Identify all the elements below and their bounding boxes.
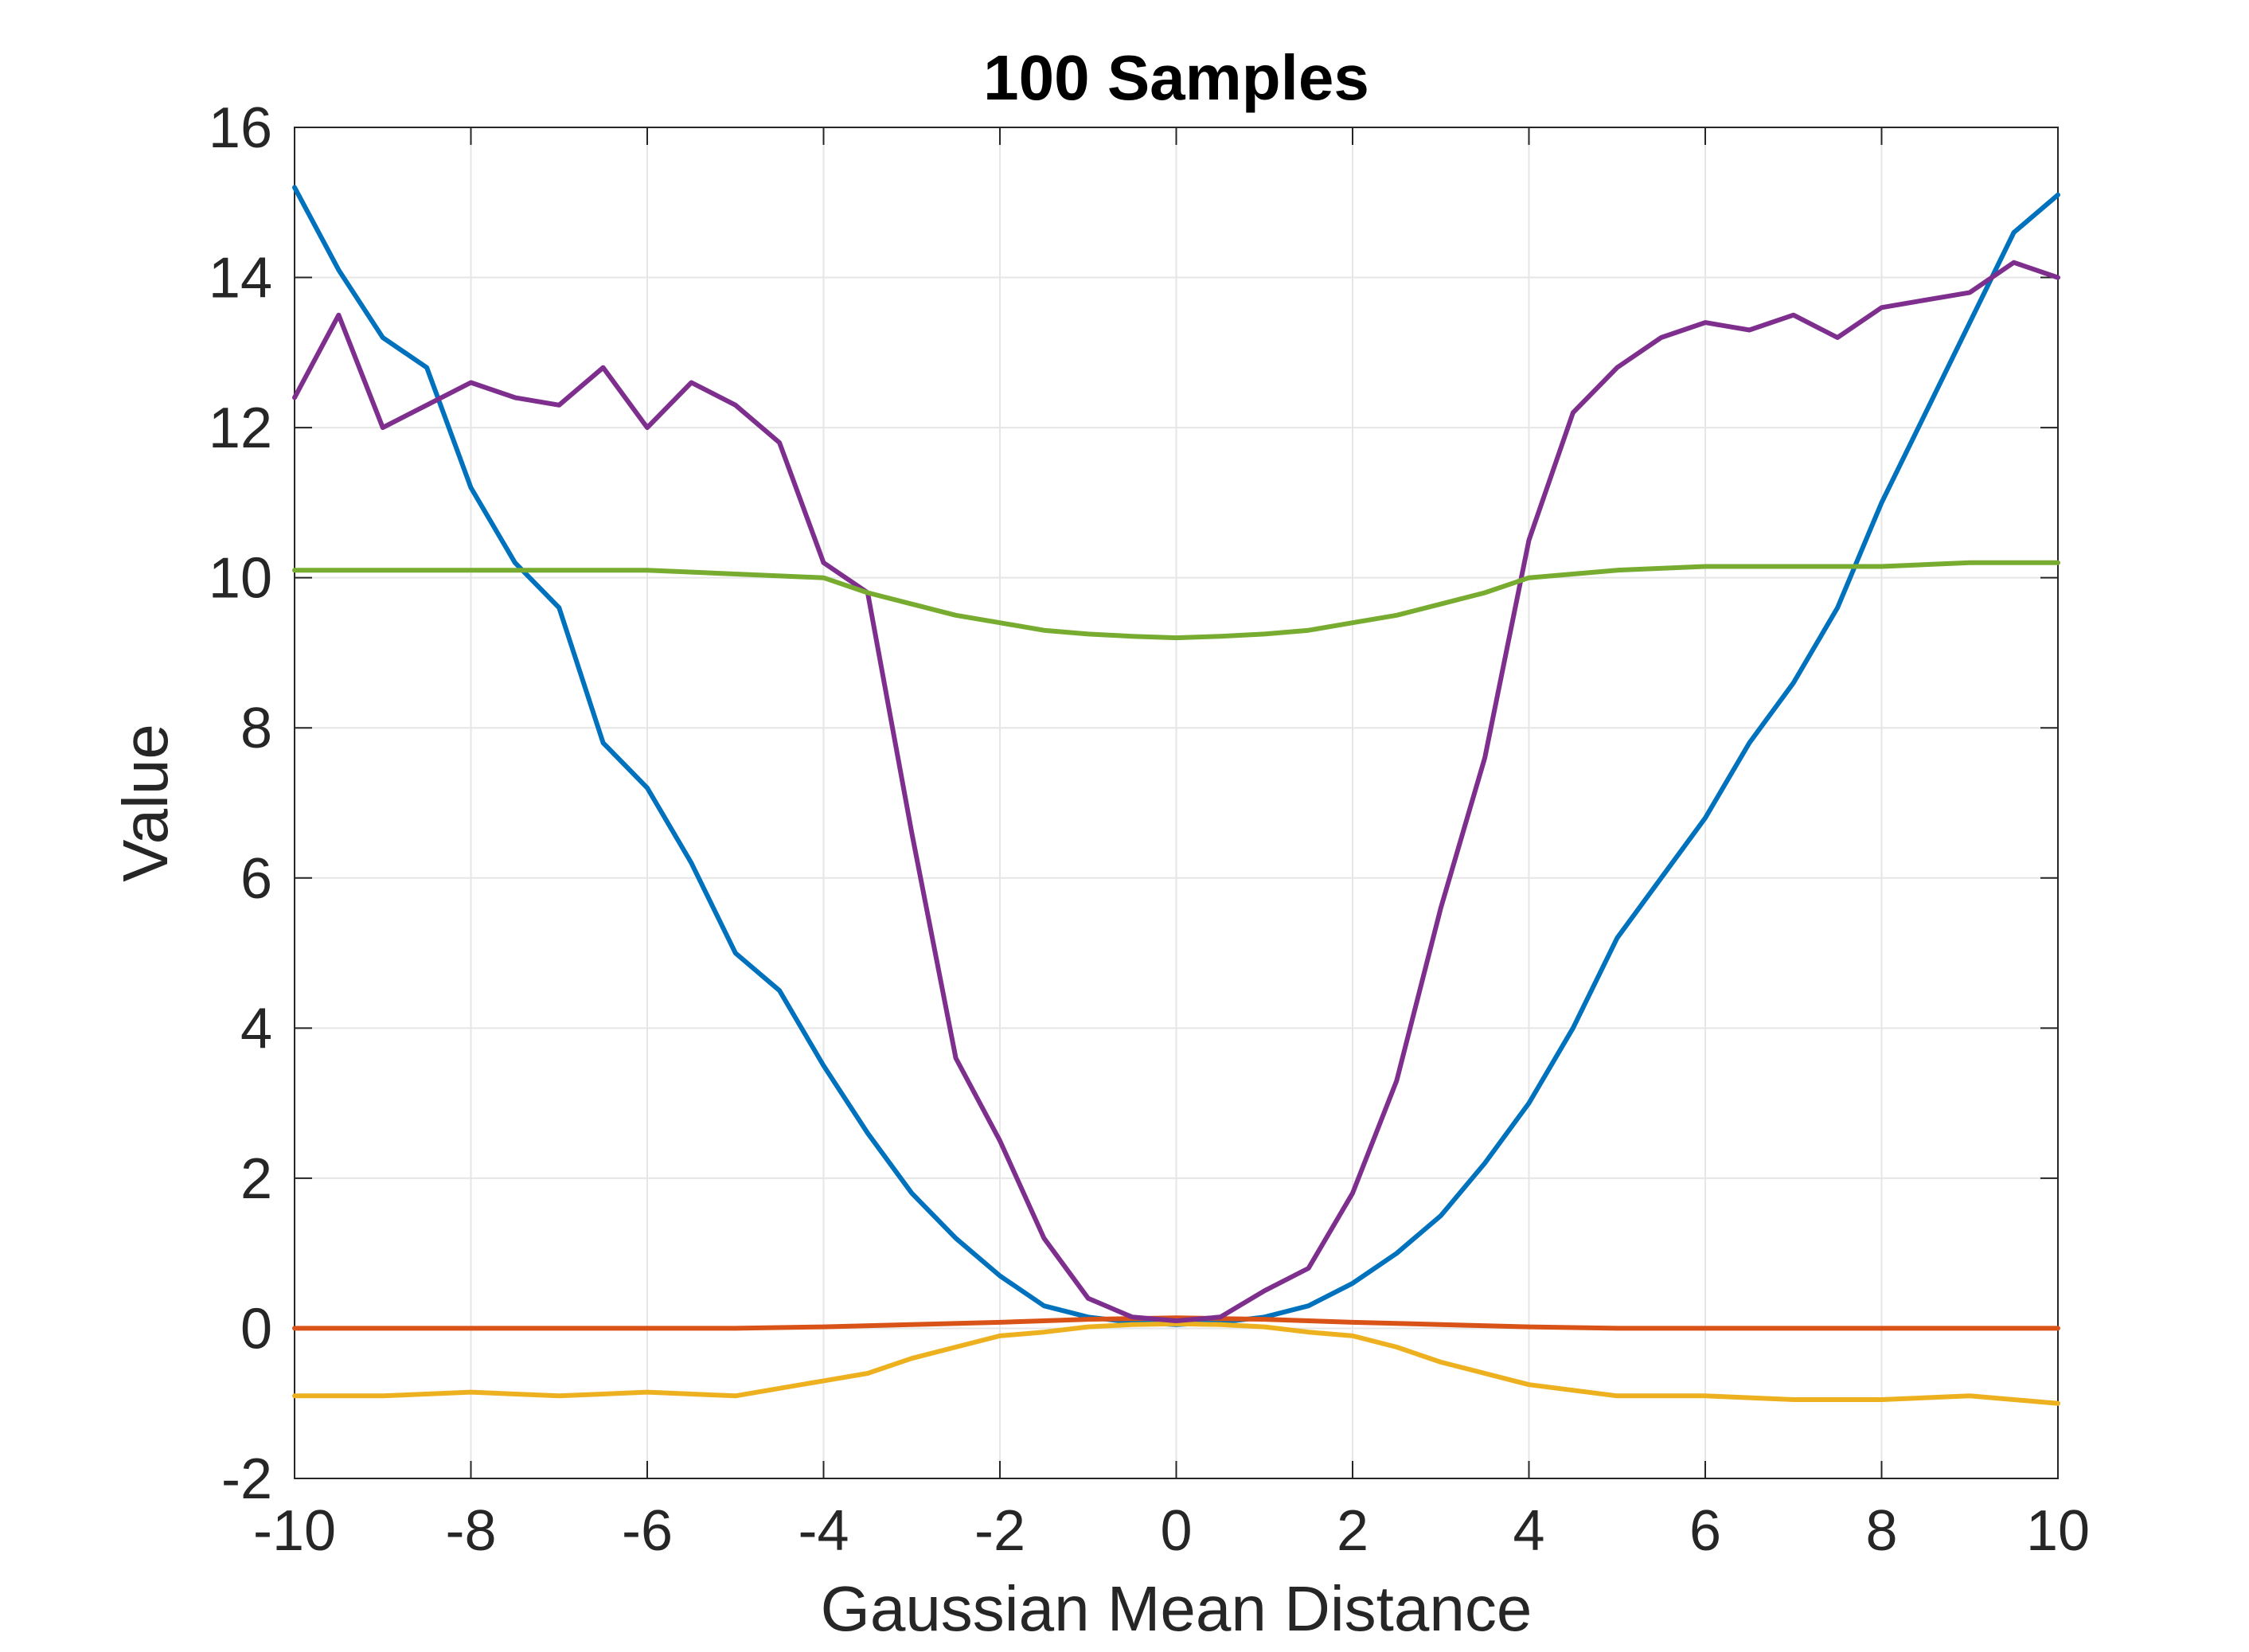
series-line-5 <box>292 560 2060 641</box>
series-lines <box>292 185 2060 1406</box>
y-tick-label: 16 <box>209 96 272 160</box>
y-tick-label: 4 <box>240 997 272 1060</box>
y-tick-label: -2 <box>221 1447 272 1511</box>
x-tick-label: -6 <box>622 1499 673 1563</box>
axis-ticks: -10 -8 -6 -4 -2 0 2 4 6 8 10 -2 0 2 4 6 8 10 12 14 16 <box>209 96 2090 1563</box>
grid <box>295 127 2058 1478</box>
y-tick-label: 6 <box>240 847 272 911</box>
series-line-2 <box>292 1315 2060 1331</box>
chart-title: 100 Samples <box>983 42 1369 113</box>
y-tick-label: 8 <box>240 697 272 760</box>
x-tick-label: -4 <box>798 1499 849 1563</box>
y-axis-label: Value <box>110 724 181 882</box>
x-tick-label: -2 <box>974 1499 1025 1563</box>
x-tick-label: 6 <box>1689 1499 1721 1563</box>
x-tick-label: 8 <box>1865 1499 1897 1563</box>
x-tick-label: -8 <box>445 1499 496 1563</box>
y-tick-label: 10 <box>209 547 272 611</box>
y-tick-label: 2 <box>240 1147 272 1211</box>
x-axis-label: Gaussian Mean Distance <box>821 1573 1533 1644</box>
x-tick-label: 0 <box>1160 1499 1192 1563</box>
x-tick-label: 4 <box>1513 1499 1544 1563</box>
x-tick-label: -10 <box>253 1499 336 1563</box>
series-line-3 <box>292 1321 2060 1406</box>
y-tick-label: 14 <box>209 247 272 310</box>
series-line-4 <box>292 260 2060 1323</box>
x-tick-label: 10 <box>2026 1499 2090 1563</box>
y-tick-label: 12 <box>209 396 272 460</box>
y-tick-label: 0 <box>240 1297 272 1361</box>
x-tick-label: 2 <box>1337 1499 1369 1563</box>
